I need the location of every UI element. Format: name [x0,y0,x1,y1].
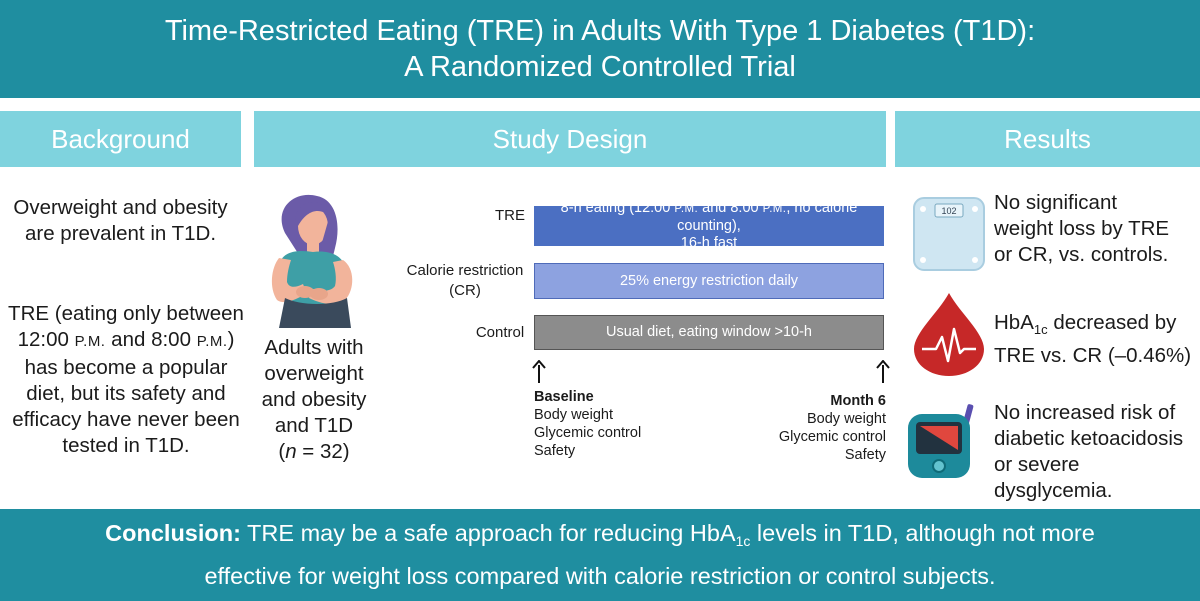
conclusion-banner: Conclusion: TRE may be a safe approach f… [0,509,1200,601]
tre-bar-line2: 16-h fast [680,235,738,251]
background-p2-line5: efficacy have never been [12,408,240,431]
background-p2-line1: TRE (eating only between [8,302,244,325]
background-p2-line6: tested in T1D. [62,434,190,457]
results-header: Results [895,111,1200,167]
result3-line: or severe dysglycemia. [994,453,1113,502]
conclusion-line1: Conclusion: TRE may be a safe approach f… [105,520,1095,549]
month6-arrow-icon [876,360,890,383]
glucose-meter-icon [908,404,974,478]
result3-line: diabetic ketoacidosis [994,427,1184,450]
blood-drop-icon [914,293,984,376]
result1-line: No significant [994,191,1118,214]
cr-arm-label: Calorie restriction (CR) [400,261,530,301]
conclusion-line2: effective for weight loss compared with … [204,563,996,589]
result3-line: No increased risk of [994,401,1176,424]
background-p1-line2: are prevalent in T1D. [24,222,217,245]
baseline-item: Body weight [534,407,613,423]
baseline-title: Baseline [534,389,594,405]
cr-arm-bar: 25% energy restriction daily [534,263,884,299]
scale-display-text: 102 [941,206,956,216]
background-p1-line1: Overweight and obesity [13,196,228,219]
title-banner: Time-Restricted Eating (TRE) in Adults W… [0,0,1200,98]
baseline-item: Glycemic control [534,425,642,441]
tre-arm-bar: 8-h eating (12:00 P.M. and 8:00 P.M., no… [534,200,884,251]
participants-line3: and obesity [261,388,367,411]
month6-item: Body weight [807,411,886,427]
control-bar-text: Usual diet, eating window >10-h [606,324,812,340]
participants-n: (n = 32) [278,440,350,463]
background-paragraph-1: Overweight and obesity are prevalent in … [0,195,241,247]
cr-label-line2: (CR) [449,282,481,299]
tre-bar-line1: 8-h eating (12:00 P.M. and 8:00 P.M., no… [560,200,858,234]
title-line-1: Time-Restricted Eating (TRE) in Adults W… [164,15,1036,47]
participants-line1: Adults with [264,336,364,359]
woman-holding-stomach-icon [271,194,353,328]
control-arm-label: Control [475,324,525,341]
month6-title: Month 6 [830,393,886,409]
background-paragraph-2: TRE (eating only between 12:00 P.M. and … [0,301,252,459]
study-design-header: Study Design [254,111,886,167]
result1-line: weight loss by TRE [994,217,1170,240]
result2-line2: TRE vs. CR (–0.46%) [994,344,1192,367]
month6-item: Glycemic control [778,429,886,445]
background-p2-line3: has become a popular [24,356,228,379]
title-line-2: A Randomized Controlled Trial [404,51,796,83]
result2-line1: HbA1c decreased by [994,311,1177,337]
participants-line2: overweight [264,362,364,385]
result-safety-text: No increased risk of diabetic ketoacidos… [994,400,1200,504]
result-hba1c-text: HbA1c decreased by TRE vs. CR (–0.46%) [994,310,1191,369]
background-p2-line4: diet, but its safety and [26,382,226,405]
tre-arm-label: TRE [495,207,525,224]
control-arm-bar: Usual diet, eating window >10-h [534,315,884,350]
participants-text: Adults with overweight and obesity and T… [256,335,372,465]
background-header: Background [0,111,241,167]
participants-line4: and T1D [274,414,354,437]
month6-item: Safety [844,447,886,463]
background-p2-line2: 12:00 P.M. and 8:00 P.M.) [17,328,235,351]
baseline-block: Baseline Body weight Glycemic control Sa… [534,388,641,460]
cr-label-line1: Calorie restriction [406,262,524,279]
baseline-item: Safety [534,443,576,459]
result-weight-text: No significant weight loss by TRE or CR,… [994,190,1169,268]
cr-bar-text: 25% energy restriction daily [619,272,799,289]
baseline-arrow-icon [532,360,546,383]
month6-block: Month 6 Body weight Glycemic control Saf… [744,392,886,464]
result1-line: or CR, vs. controls. [994,243,1169,266]
bathroom-scale-icon: 102 [913,197,985,271]
